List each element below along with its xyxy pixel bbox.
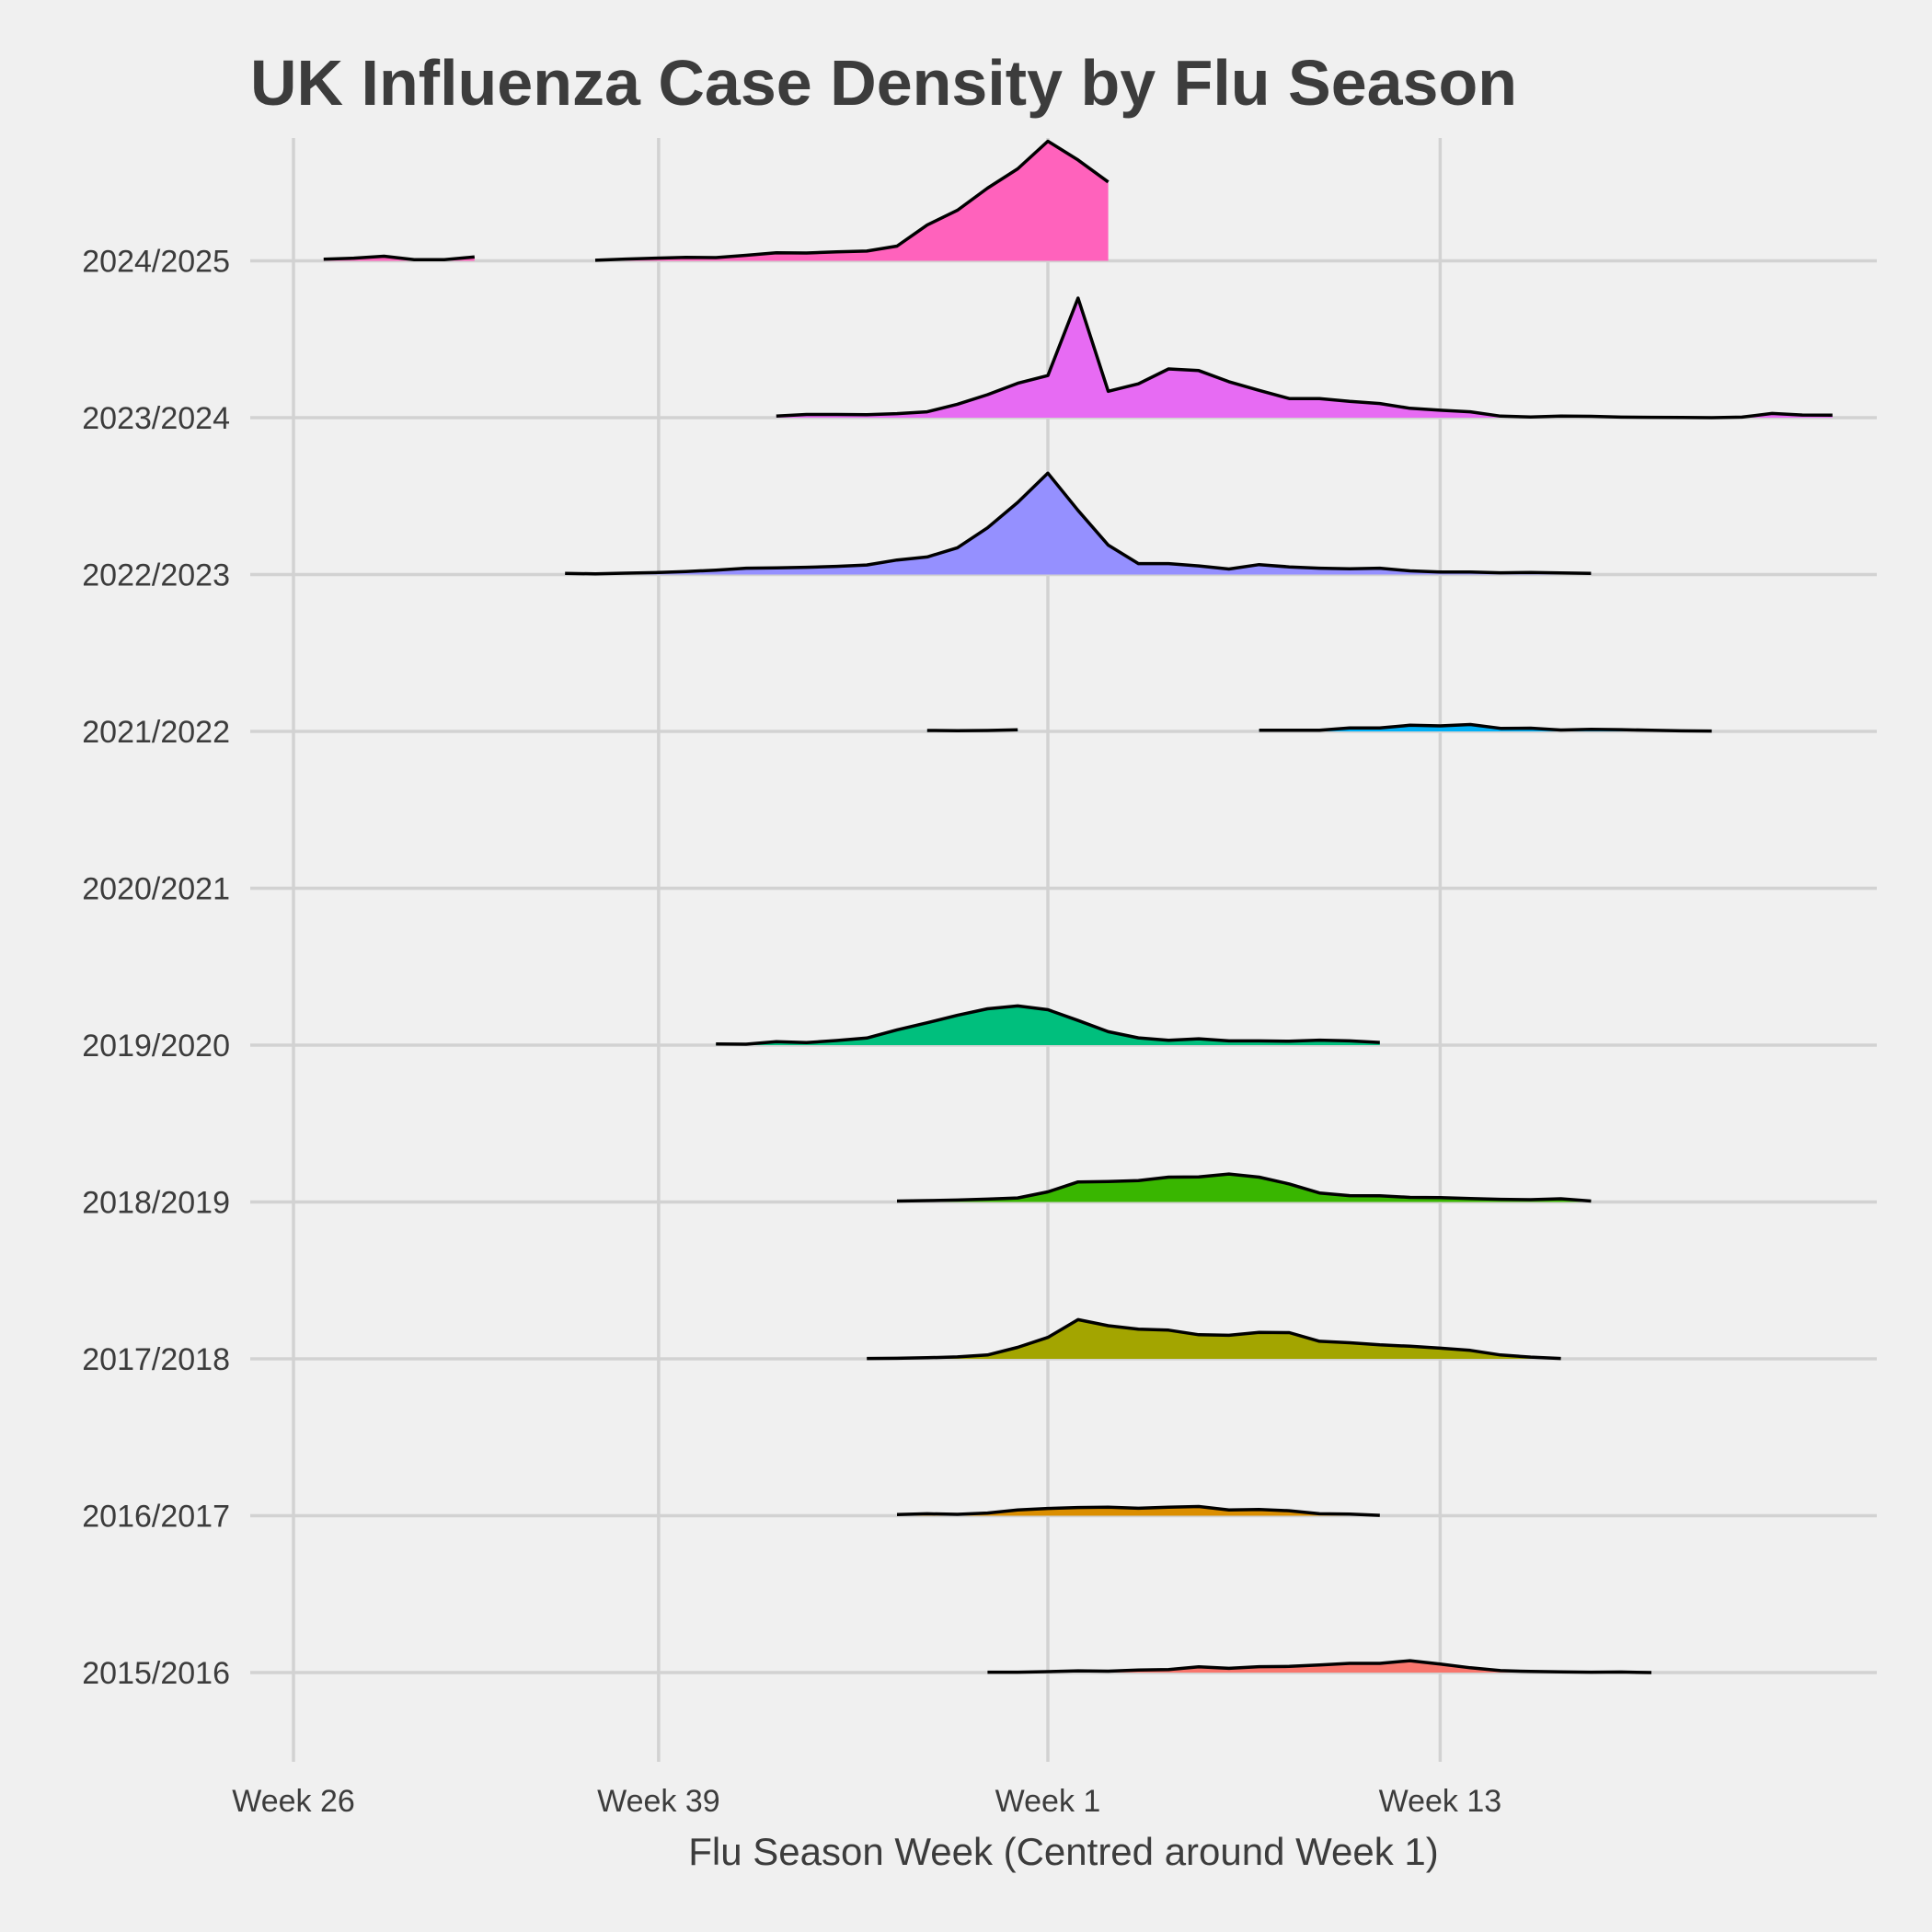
x-tick-label: Week 39: [597, 1784, 720, 1819]
ridge-outline: [896, 1504, 1380, 1517]
y-tick-label: 2017/2018: [82, 1342, 230, 1377]
x-tick-label: Week 13: [1379, 1784, 1502, 1819]
ridge-series: [776, 296, 1833, 420]
y-tick-labels: 2015/2016 2016/2017 2017/2018 2018/2019 2019…: [82, 245, 230, 1692]
x-axis-label: Flu Season Week (Centred around Week 1): [688, 1830, 1439, 1873]
ridge-area: [716, 1006, 1380, 1045]
ridge-layer: [323, 139, 1833, 1674]
ridge-series: [867, 1317, 1561, 1361]
ridge-series: [896, 1172, 1592, 1203]
ridge-outline: [594, 139, 1110, 262]
y-tick-label: 2018/2019: [82, 1186, 230, 1221]
ridge-series: [926, 722, 1712, 733]
y-tick-label: 2020/2021: [82, 872, 230, 907]
y-tick-label: 2023/2024: [82, 401, 230, 436]
ridge-series: [323, 139, 1110, 262]
y-tick-label: 2015/2016: [82, 1656, 230, 1691]
ridge-outline: [1259, 722, 1712, 733]
y-tick-label: 2022/2023: [82, 558, 230, 593]
chart-title: UK Influenza Case Density by Flu Season: [250, 47, 1517, 119]
ridge-area: [897, 1174, 1592, 1202]
y-tick-label: 2021/2022: [82, 715, 230, 750]
x-tick-label: Week 1: [995, 1784, 1101, 1819]
ridge-outline: [716, 1004, 1380, 1046]
ridge-area: [776, 298, 1833, 418]
ridge-series: [896, 1504, 1380, 1517]
y-tick-label: 2016/2017: [82, 1500, 230, 1535]
ridge-outline: [776, 296, 1833, 420]
ridge-area: [897, 1506, 1380, 1516]
ridge-area: [565, 473, 1592, 575]
ridge-series: [987, 1659, 1652, 1674]
ridge-outline: [323, 254, 475, 262]
ridge-outline: [867, 1317, 1561, 1361]
ridge-area: [595, 141, 1109, 261]
ridge-area: [867, 1319, 1561, 1359]
x-tick-label: Week 26: [232, 1784, 355, 1819]
ridge-outline: [987, 1659, 1652, 1674]
ridge-outline: [565, 471, 1592, 576]
y-tick-label: 2024/2025: [82, 245, 230, 280]
x-tick-labels: Week 26 Week 39 Week 1 Week 13: [232, 1784, 1501, 1819]
ridge-series: [716, 1004, 1380, 1046]
ridge-series: [565, 471, 1592, 576]
ridge-outline: [896, 1172, 1592, 1203]
y-tick-label: 2019/2020: [82, 1029, 230, 1064]
